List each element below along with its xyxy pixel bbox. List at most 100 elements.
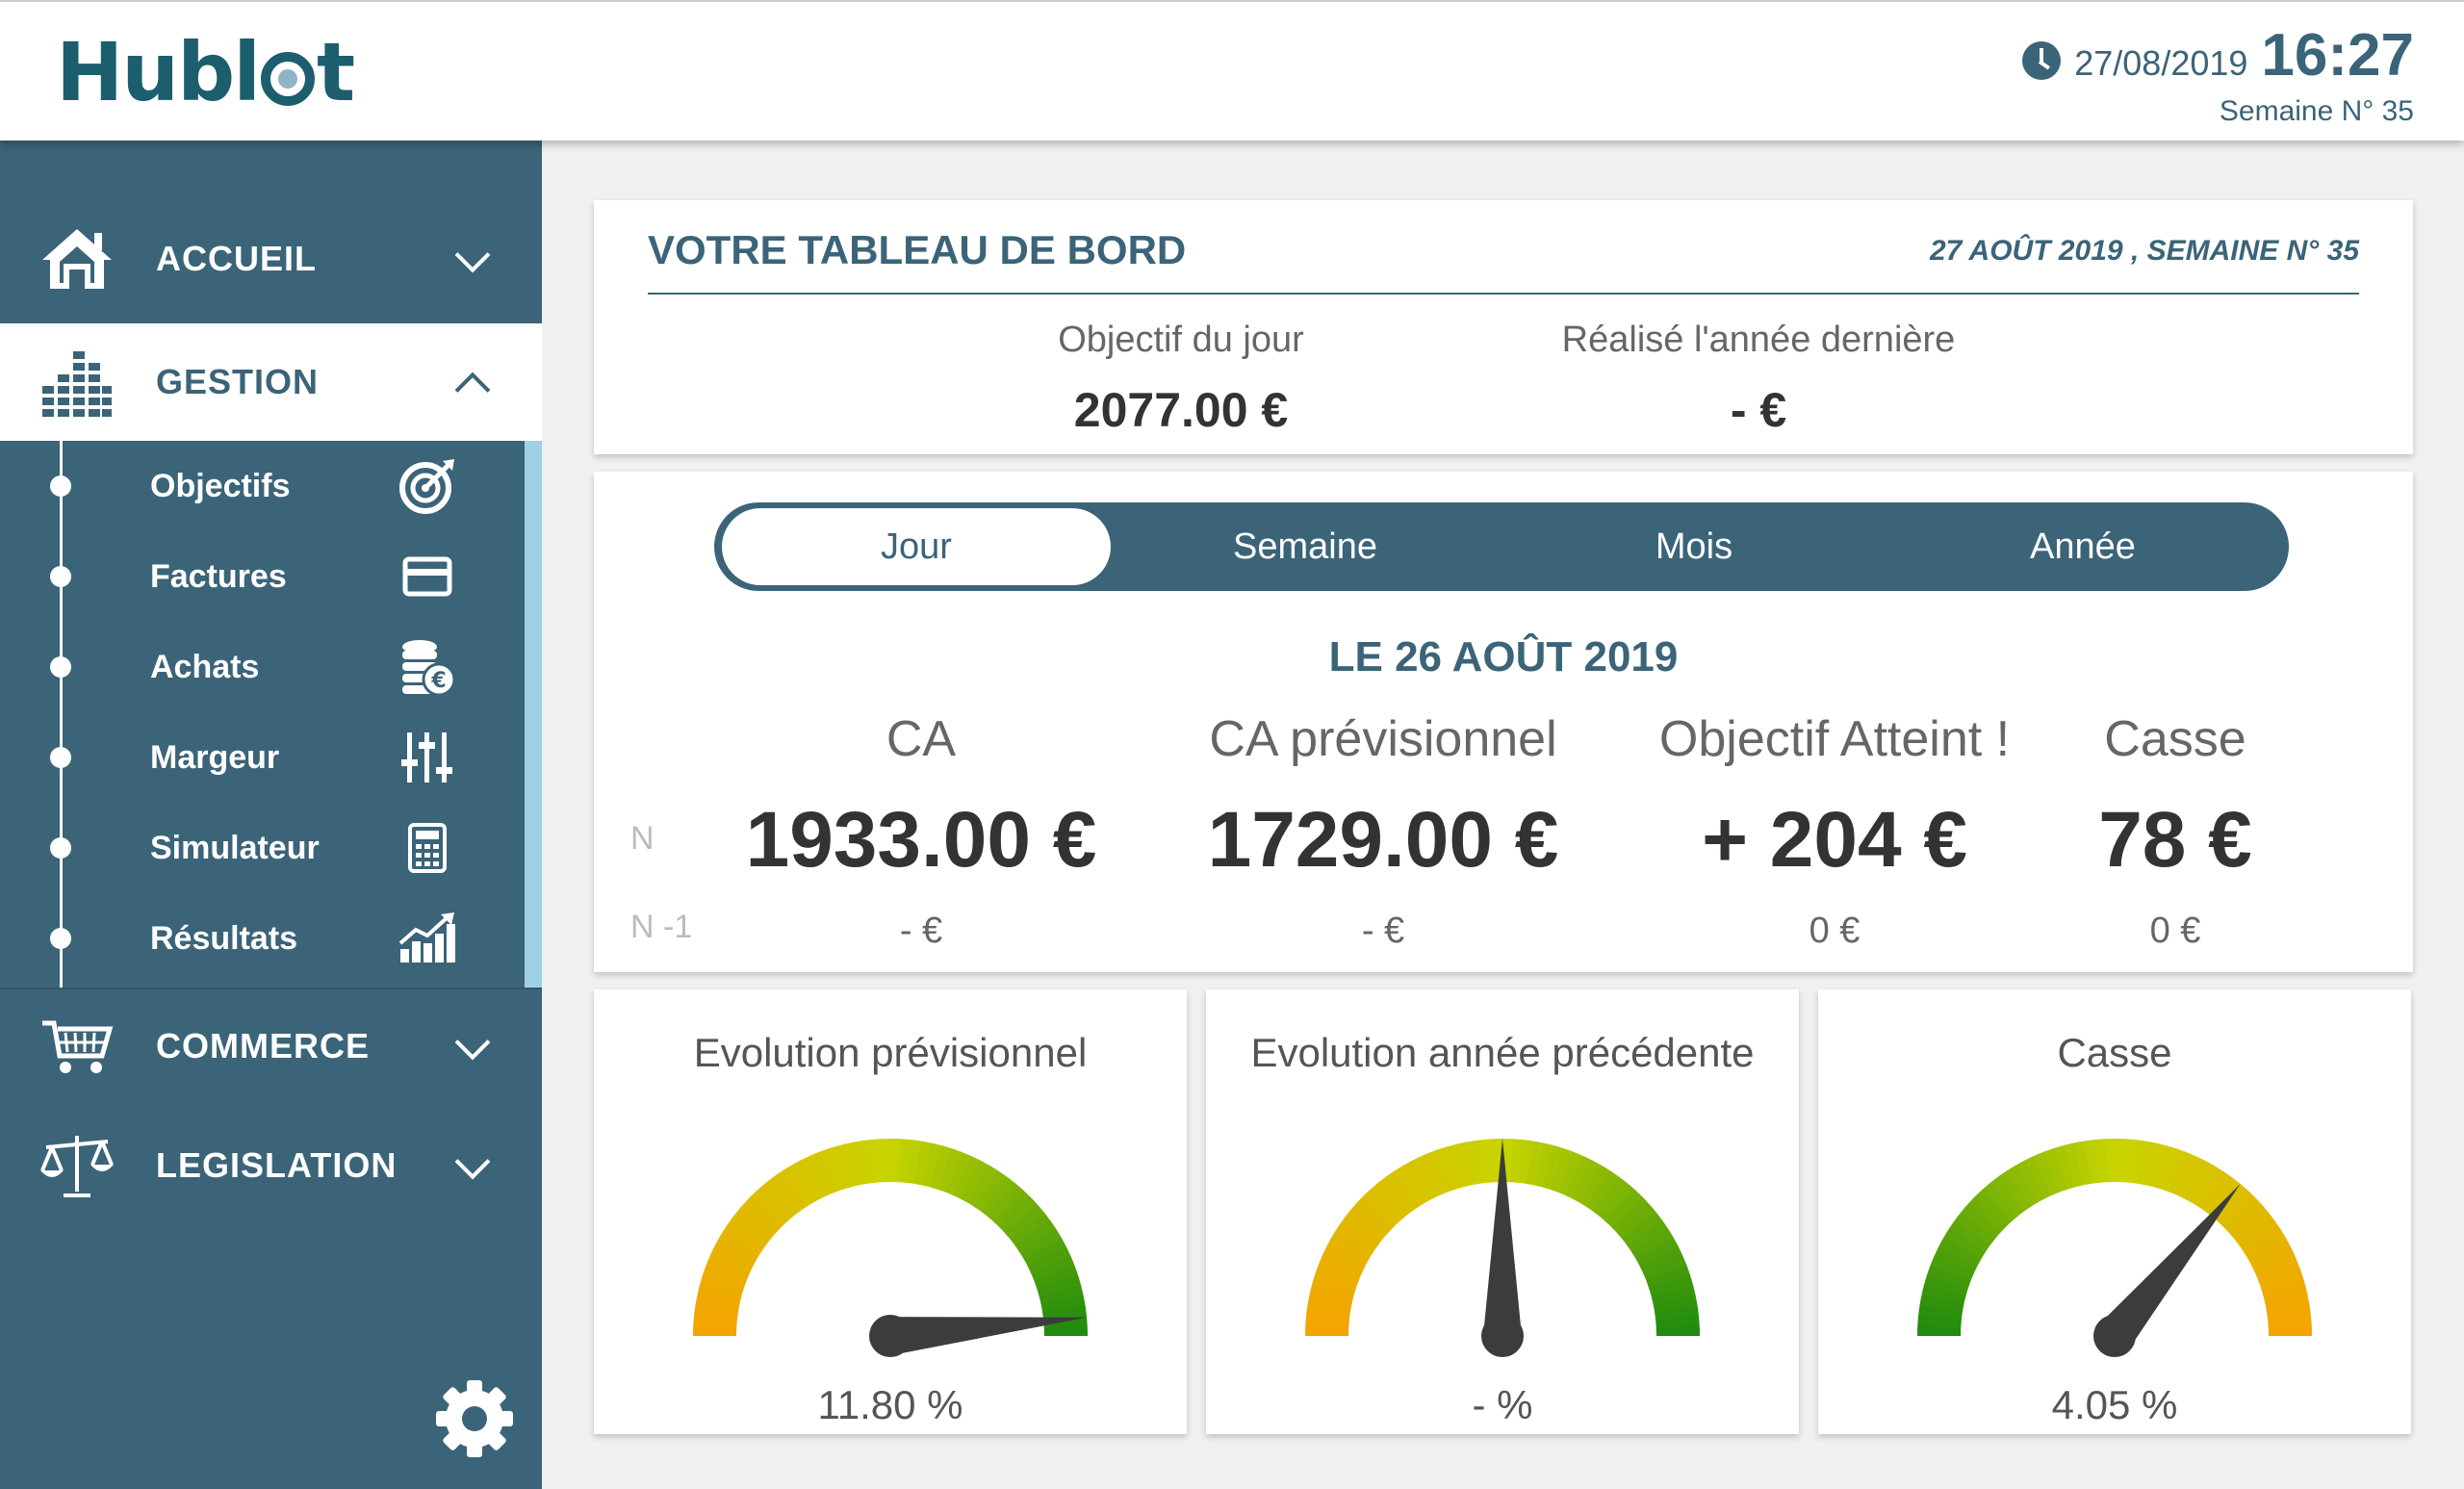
gauge-arc-segment bbox=[2007, 1165, 2039, 1207]
gauge-arc-segment bbox=[1656, 1325, 1700, 1336]
gauge-arc-segment bbox=[1586, 1170, 1619, 1212]
metric-objectif-atteint: Objectif Atteint ! + 204 € 0 € bbox=[1613, 710, 2056, 952]
gauge-arc-segment bbox=[906, 1140, 922, 1185]
gauge-title: Casse bbox=[2057, 1030, 2172, 1075]
svg-text:€: € bbox=[430, 669, 446, 693]
chevron-down-icon bbox=[454, 1143, 491, 1180]
header-week: Semaine N° 35 bbox=[2219, 95, 2414, 127]
sidebar-divider bbox=[0, 988, 542, 989]
gauge-arc-segment bbox=[1557, 1151, 1583, 1196]
gauge-arc-segment bbox=[1450, 1142, 1472, 1188]
gauge-arc-segment bbox=[1982, 1182, 2018, 1222]
gauge-arc-segment bbox=[1461, 1141, 1479, 1186]
metric-header: Casse bbox=[2104, 711, 2246, 767]
realise-annee-derniere: Réalisé l'année dernière - € bbox=[1537, 320, 1980, 438]
gauge-arc-segment bbox=[2169, 1151, 2195, 1196]
gauge-arc-segment bbox=[2268, 1315, 2312, 1329]
sidebar-item-accueil[interactable]: ACCUEIL bbox=[0, 200, 542, 318]
gauge-arc-segment bbox=[703, 1265, 747, 1289]
sidebar-item-margeur[interactable]: Margeur bbox=[0, 712, 525, 803]
gauge-arc-segment bbox=[1010, 1211, 1051, 1246]
sidebar-item-factures[interactable]: Factures bbox=[0, 531, 525, 622]
gauge-arc-segment bbox=[1934, 1245, 1978, 1273]
gauge-arc-segment bbox=[1510, 1139, 1524, 1183]
gauge-needle bbox=[1483, 1139, 1522, 1336]
gauge-arc-segment bbox=[2162, 1148, 2186, 1193]
gauge-arc-segment bbox=[1656, 1315, 1700, 1329]
hublot-logo[interactable]: Hubl t bbox=[56, 25, 355, 119]
gauge-arc-segment bbox=[757, 1182, 794, 1222]
gauge-arc-segment bbox=[695, 1294, 740, 1312]
growth-chart-icon bbox=[397, 908, 458, 969]
gauge-arc-segment bbox=[999, 1196, 1038, 1234]
gauge-arc-segment bbox=[1431, 1147, 1455, 1193]
gauge-arc-segment bbox=[1042, 1304, 1087, 1321]
gauge-arc-segment bbox=[2228, 1203, 2269, 1240]
gauge-arc-segment bbox=[1343, 1211, 1383, 1245]
sliders-icon bbox=[397, 727, 458, 788]
sidebar-item-achats[interactable]: Achats € bbox=[0, 622, 525, 712]
tab-jour[interactable]: Jour bbox=[722, 508, 1111, 585]
gauge-arc-segment bbox=[1337, 1219, 1378, 1252]
gauge-arc-segment bbox=[800, 1155, 829, 1199]
chevron-up-icon bbox=[454, 372, 491, 408]
gauge-arc-segment bbox=[1565, 1155, 1593, 1199]
gauge-arc-segment bbox=[809, 1151, 836, 1195]
gauge-arc-segment bbox=[736, 1203, 777, 1240]
gauge-arc-segment bbox=[1631, 1228, 1674, 1260]
gauge-arc-segment bbox=[1646, 1265, 1691, 1289]
clock-panel: 27/08/2019 16:27 Semaine N° 35 bbox=[2022, 21, 2414, 128]
gauge-arc-segment bbox=[1481, 1139, 1496, 1183]
header-time: 16:27 bbox=[2261, 22, 2414, 89]
gauge-arc-segment bbox=[731, 1211, 771, 1245]
gauge-needle-hub bbox=[2093, 1315, 2136, 1357]
gauge-arc-segment bbox=[1004, 1203, 1044, 1240]
gauge-arc-segment bbox=[1919, 1294, 1964, 1312]
gauge-arc-segment bbox=[1943, 1227, 1987, 1259]
gauge-arc-segment bbox=[1527, 1141, 1545, 1186]
gauge-arc-segment bbox=[1917, 1315, 1962, 1328]
timeline-dot bbox=[50, 747, 71, 768]
tab-semaine[interactable]: Semaine bbox=[1233, 526, 1377, 567]
gauge-arc-segment bbox=[981, 1176, 1015, 1217]
gauge-needle-hub bbox=[1481, 1315, 1524, 1357]
gauge-arc-segment bbox=[1395, 1165, 1426, 1207]
sidebar-item-commerce[interactable]: COMMERCE bbox=[0, 988, 542, 1105]
sidebar-item-gestion[interactable]: GESTION bbox=[0, 323, 542, 441]
gauge-arc-segment bbox=[1655, 1304, 1699, 1321]
timeline-dot bbox=[50, 475, 71, 497]
gauge-arc-segment bbox=[719, 1227, 762, 1259]
submenu-item-label: Factures bbox=[150, 557, 287, 595]
gauge-arc-segment bbox=[2223, 1196, 2262, 1234]
submenu-scroll-indicator bbox=[525, 441, 542, 988]
tab-annee[interactable]: Année bbox=[2030, 526, 2136, 567]
gauge-arc-segment bbox=[743, 1195, 783, 1233]
sidebar-item-resultats[interactable]: Résultats bbox=[0, 893, 525, 984]
gauge-arc-segment bbox=[859, 1140, 875, 1184]
gauge-needle bbox=[2099, 1184, 2241, 1348]
sidebar: ACCUEIL GESTION Objectifs bbox=[0, 141, 542, 1489]
timeline-dot bbox=[50, 566, 71, 587]
gauge-arc-segment bbox=[960, 1160, 989, 1203]
sidebar-item-simulateur[interactable]: Simulateur bbox=[0, 803, 525, 893]
gauge-arc-segment bbox=[1031, 1255, 1075, 1282]
gauge-arc-segment bbox=[880, 1139, 891, 1183]
sidebar-item-legislation[interactable]: LEGISLATION bbox=[0, 1107, 542, 1224]
sidebar-item-objectifs[interactable]: Objectifs bbox=[0, 441, 525, 531]
tab-mois[interactable]: Mois bbox=[1655, 526, 1733, 567]
metric-previous: - € bbox=[899, 911, 943, 951]
gauge-arc-segment bbox=[1326, 1237, 1370, 1267]
gauge-arc-segment bbox=[1639, 1245, 1683, 1274]
metric-ca: CA 1933.00 € - € bbox=[700, 710, 1142, 952]
app-header: Hubl t 27/08/2019 16:27 Semaine N° 35 bbox=[0, 0, 2464, 141]
gauge-arc-segment bbox=[838, 1142, 860, 1188]
gauge-arc-segment bbox=[1370, 1182, 1406, 1222]
cart-icon bbox=[38, 1008, 116, 1085]
gauge-title: Evolution année précédente bbox=[1250, 1030, 1755, 1075]
sidebar-item-label: GESTION bbox=[156, 362, 320, 401]
gear-icon[interactable] bbox=[431, 1375, 518, 1462]
credit-card-icon bbox=[397, 546, 458, 607]
objectif-label: Objectif du jour bbox=[1058, 320, 1304, 360]
gauge-arc-segment bbox=[2247, 1237, 2291, 1267]
submenu-item-label: Résultats bbox=[150, 919, 298, 957]
